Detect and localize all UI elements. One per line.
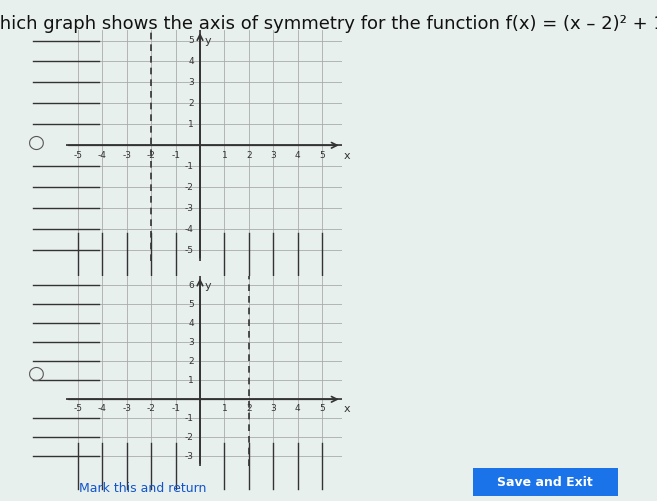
Text: -2: -2 (147, 150, 156, 159)
Text: -4: -4 (185, 224, 194, 233)
Text: 5: 5 (319, 150, 325, 159)
Text: -1: -1 (171, 404, 180, 413)
Text: 1: 1 (188, 376, 194, 385)
Text: 2: 2 (189, 99, 194, 108)
Text: -1: -1 (185, 162, 194, 171)
Text: -1: -1 (185, 414, 194, 423)
Text: x: x (344, 404, 351, 414)
Text: y: y (205, 37, 212, 47)
Text: 4: 4 (189, 319, 194, 328)
Text: Mark this and return: Mark this and return (79, 482, 206, 495)
Text: 4: 4 (189, 57, 194, 66)
Text: -3: -3 (122, 150, 131, 159)
Text: ○: ○ (28, 364, 45, 383)
Text: -3: -3 (122, 404, 131, 413)
Text: 3: 3 (271, 150, 276, 159)
Text: 6: 6 (188, 281, 194, 290)
Text: -2: -2 (147, 404, 156, 413)
Text: -4: -4 (98, 404, 107, 413)
Text: -5: -5 (74, 150, 82, 159)
Text: 2: 2 (189, 357, 194, 366)
Text: y: y (205, 281, 212, 291)
Text: x: x (344, 151, 351, 161)
Text: 3: 3 (271, 404, 276, 413)
Text: -4: -4 (98, 150, 107, 159)
Text: 3: 3 (188, 338, 194, 347)
Text: -5: -5 (185, 245, 194, 255)
Text: 2: 2 (246, 404, 252, 413)
Text: -2: -2 (185, 183, 194, 192)
Text: -2: -2 (185, 433, 194, 442)
Text: -3: -3 (185, 452, 194, 461)
Text: 1: 1 (221, 404, 227, 413)
Text: 4: 4 (295, 404, 300, 413)
Text: -1: -1 (171, 150, 180, 159)
Text: -5: -5 (74, 404, 82, 413)
Text: Save and Exit: Save and Exit (497, 476, 593, 488)
Text: 1: 1 (188, 120, 194, 129)
Text: ○: ○ (28, 133, 45, 152)
Text: 3: 3 (188, 78, 194, 87)
Text: 5: 5 (188, 300, 194, 309)
Text: 1: 1 (221, 150, 227, 159)
Text: 5: 5 (188, 36, 194, 45)
Text: 5: 5 (319, 404, 325, 413)
Text: -3: -3 (185, 203, 194, 212)
Text: Which graph shows the axis of symmetry for the function f(x) = (x – 2)² + 1?: Which graph shows the axis of symmetry f… (0, 15, 657, 33)
Text: 2: 2 (246, 150, 252, 159)
Text: 4: 4 (295, 150, 300, 159)
